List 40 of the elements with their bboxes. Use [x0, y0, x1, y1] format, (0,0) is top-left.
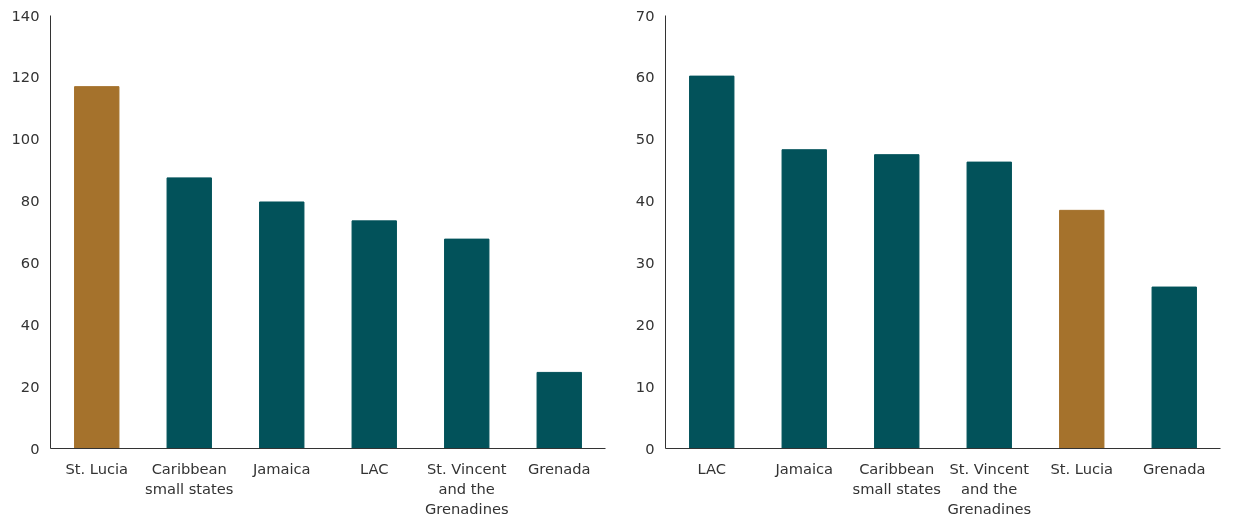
x-tick-label: Caribbean small states	[852, 459, 941, 497]
x-tick-label: St. Vincent and the Grenadines	[424, 459, 509, 518]
bar	[444, 238, 490, 449]
bar	[1151, 286, 1197, 449]
x-tick-label: LAC	[697, 459, 727, 477]
x-tick-label: Jamaica	[774, 459, 834, 477]
x-tick-label: St. Lucia	[1050, 459, 1114, 477]
x-tick-label: Grenada	[1142, 459, 1206, 477]
x-tick-label: Grenada	[527, 459, 591, 477]
y-tick-label: 120	[11, 68, 40, 86]
bar	[536, 371, 582, 449]
x-tick-label: St. Vincent and the Grenadines	[947, 459, 1032, 518]
y-tick-label: 100	[11, 130, 40, 148]
y-tick-label: 40	[635, 192, 655, 210]
bar	[781, 149, 827, 449]
x-tick-label: Jamaica	[251, 459, 311, 477]
bar	[259, 201, 305, 449]
bar	[689, 75, 735, 449]
y-tick-label: 80	[20, 192, 40, 210]
x-tick-label: Caribbean small states	[145, 459, 234, 497]
bar	[1059, 209, 1105, 449]
y-tick-label: 0	[30, 439, 40, 457]
x-tick-label: St. Lucia	[65, 459, 129, 477]
y-tick-label: 60	[635, 68, 655, 86]
y-tick-label: 30	[635, 253, 655, 271]
y-tick-label: 10	[635, 377, 655, 395]
bar	[166, 177, 212, 449]
bar	[351, 220, 397, 449]
bar	[874, 154, 920, 449]
y-tick-label: 70	[635, 6, 655, 24]
y-tick-label: 0	[645, 439, 655, 457]
x-tick-label: LAC	[360, 459, 389, 477]
y-tick-label: 40	[20, 315, 40, 333]
bar	[74, 86, 120, 449]
y-tick-label: 50	[635, 130, 655, 148]
y-tick-label: 140	[11, 6, 40, 24]
y-tick-label: 20	[20, 377, 40, 395]
bar	[966, 161, 1012, 449]
y-tick-label: 20	[635, 315, 655, 333]
y-tick-label: 60	[20, 253, 40, 271]
